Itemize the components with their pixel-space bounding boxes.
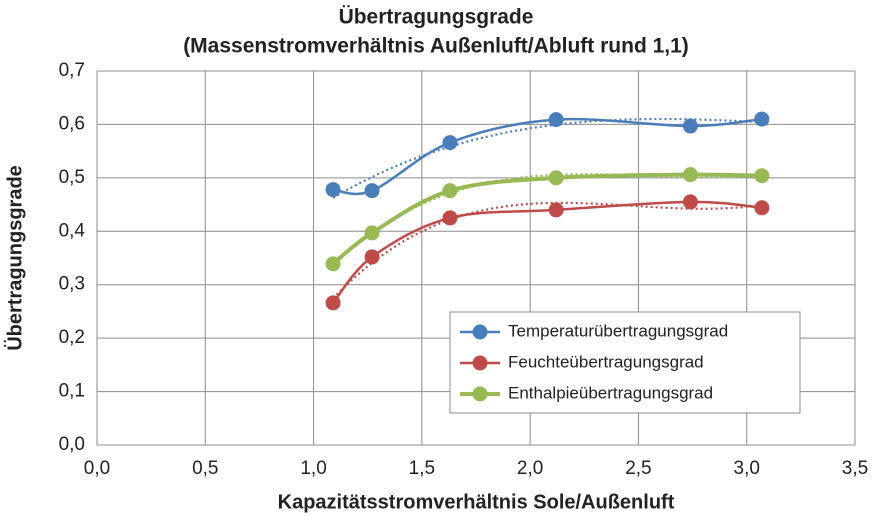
- data-point: [442, 135, 458, 151]
- y-tick-label: 0,2: [59, 327, 85, 348]
- data-point: [364, 249, 380, 265]
- data-point: [548, 112, 564, 128]
- data-point: [548, 170, 564, 186]
- data-point: [364, 225, 380, 241]
- data-point: [682, 167, 698, 183]
- y-tick-label: 0,3: [59, 274, 85, 295]
- x-tick-label: 1,0: [300, 458, 326, 479]
- legend-marker: [472, 324, 488, 340]
- legend-label: Temperaturübertragungsgrad: [508, 321, 728, 340]
- y-tick-label: 0,1: [59, 381, 85, 402]
- y-tick-label: 0,4: [59, 220, 86, 241]
- x-tick-label: 0,5: [192, 458, 218, 479]
- x-tick-label: 2,0: [517, 458, 543, 479]
- data-point: [442, 210, 458, 226]
- trendline: [332, 117, 762, 199]
- legend-marker: [472, 355, 488, 371]
- x-tick-label: 3,5: [842, 458, 868, 479]
- legend-label: Enthalpieübertragungsgrad: [508, 383, 713, 402]
- series-line: [332, 117, 762, 196]
- data-point: [325, 182, 341, 198]
- chart-subtitle: (Massenstromverhältnis Außenluft/Abluft …: [183, 35, 689, 58]
- legend-label: Feuchteübertragungsgrad: [508, 352, 704, 371]
- data-point: [325, 295, 341, 311]
- x-tick-label: 1,5: [409, 458, 435, 479]
- data-point: [682, 118, 698, 134]
- x-tick-label: 0,0: [84, 458, 110, 479]
- y-tick-label: 0,0: [59, 434, 85, 455]
- trendline: [332, 173, 762, 265]
- series-line: [331, 172, 762, 266]
- data-point: [442, 183, 458, 199]
- y-tick-label: 0,5: [59, 167, 85, 188]
- data-point: [364, 183, 380, 199]
- x-tick-label: 3,0: [734, 458, 760, 479]
- y-axis-title: Übertragungsgrade: [3, 165, 26, 351]
- legend-box: [449, 311, 801, 414]
- data-point: [754, 168, 770, 184]
- data-point: [754, 200, 770, 216]
- data-point: [325, 256, 341, 272]
- y-tick-label: 0,6: [59, 113, 85, 134]
- chart-title: Übertragungsgrade: [339, 6, 534, 29]
- data-point: [548, 202, 564, 218]
- legend-marker: [472, 386, 488, 402]
- data-point: [754, 111, 770, 127]
- data-point: [682, 194, 698, 210]
- y-tick-label: 0,7: [59, 60, 85, 81]
- trendline: [332, 201, 763, 300]
- x-axis-title: Kapazitätsstromverhältnis Sole/Außenluft: [278, 491, 675, 513]
- x-tick-label: 2,5: [625, 458, 651, 479]
